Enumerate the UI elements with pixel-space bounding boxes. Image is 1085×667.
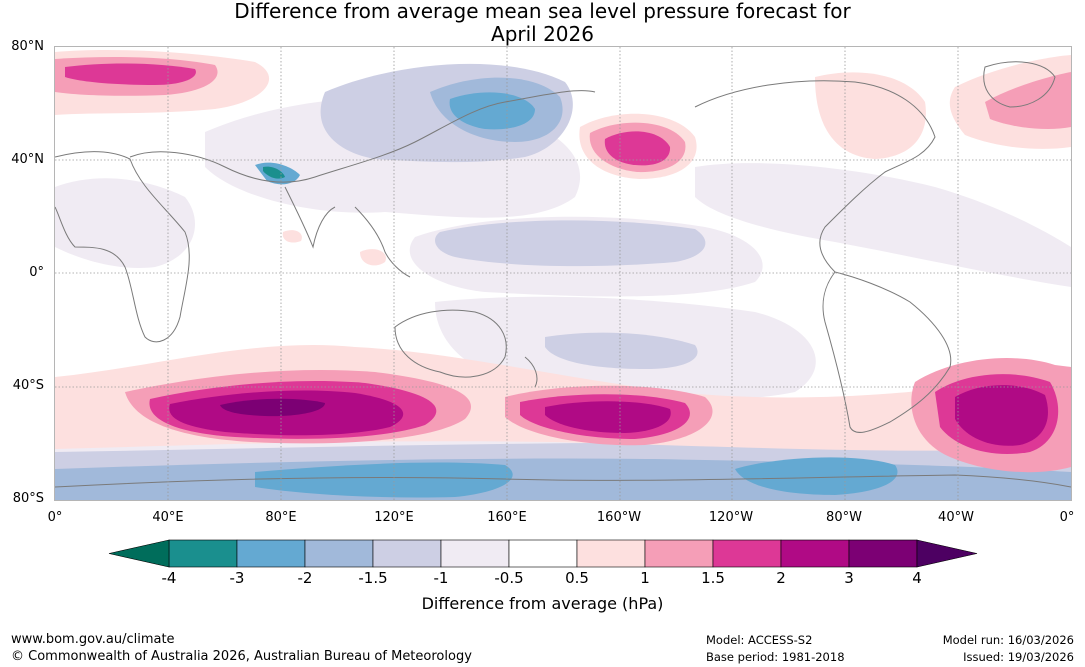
positive-indian-ocean-max	[220, 398, 325, 417]
negative-himalaya-core	[263, 166, 285, 179]
colorbar-swatch	[712, 539, 782, 568]
lon-label-40e: 40°E	[152, 510, 184, 525]
footer-copyright: © Commonwealth of Australia 2026, Austra…	[11, 649, 472, 664]
colorbar-tick: -1.5	[358, 569, 388, 587]
positive-canada	[815, 72, 926, 159]
colorbar	[108, 539, 978, 568]
southeast-asia-outline	[354, 206, 411, 278]
lat-label-equator: 0°	[29, 265, 44, 280]
negative-south-pacific-patch	[545, 332, 698, 369]
positive-areas	[55, 50, 1071, 473]
colorbar-tick: 2	[776, 569, 786, 587]
negative-antarctic-inner-west	[255, 462, 513, 498]
colorbar-tick: -2	[297, 569, 313, 587]
chart-title: Difference from average mean sea level p…	[0, 0, 1085, 46]
india-outline	[284, 186, 336, 249]
graticule	[55, 47, 1071, 500]
lat-label-80s: 80°S	[12, 491, 44, 506]
australia-outline	[394, 309, 507, 378]
colorbar-extend-high	[916, 539, 978, 568]
positive-north-atlantic-mid	[985, 72, 1071, 130]
positive-small-patch-india	[282, 230, 302, 243]
positive-small-patch-indonesia	[360, 249, 386, 266]
colorbar-swatch	[372, 539, 442, 568]
colorbar-swatch	[576, 539, 646, 568]
colorbar-tick: 3	[844, 569, 854, 587]
colorbar-tick: -4	[161, 569, 177, 587]
colorbar-tick: -3	[229, 569, 245, 587]
colorbar-swatch	[304, 539, 374, 568]
colorbar-tick: 1	[640, 569, 650, 587]
footer-issued: Issued: 19/03/2026	[963, 650, 1074, 664]
greenland-outline	[983, 61, 1056, 108]
colorbar-swatch	[644, 539, 714, 568]
positive-north-pacific-core	[604, 131, 671, 166]
colorbar-swatch	[236, 539, 306, 568]
lon-label-120w: 120°W	[708, 510, 754, 525]
new-zealand-outline	[524, 356, 538, 388]
footer-model-run: Model run: 16/03/2026	[942, 633, 1074, 647]
lon-label-80e: 80°E	[265, 510, 297, 525]
lon-label-160w: 160°W	[596, 510, 642, 525]
anomaly-map	[54, 46, 1072, 501]
positive-south-atlantic-core	[955, 385, 1048, 446]
lon-label-0-west: 0°	[47, 510, 63, 525]
colorbar-extend-low	[108, 539, 170, 568]
title-line-2: April 2026	[491, 22, 594, 46]
lon-label-0-east: 0°	[1059, 510, 1075, 525]
colorbar-swatch	[780, 539, 850, 568]
weak-negative-africa	[55, 178, 195, 268]
lat-label-80n: 80°N	[11, 39, 44, 54]
colorbar-tick: -1	[433, 569, 449, 587]
colorbar-tick: 1.5	[701, 569, 725, 587]
colorbar-tick: 0.5	[565, 569, 589, 587]
colorbar-tick: -0.5	[494, 569, 524, 587]
footer-model-info: Model: ACCESS-S2 Base period: 1981-2018	[706, 632, 845, 666]
positive-south-pacific-core	[545, 401, 671, 433]
lon-label-40w: 40°W	[938, 510, 974, 525]
strong-negative-areas	[55, 77, 1071, 500]
negative-siberia-inner	[449, 92, 535, 130]
colorbar-swatch	[848, 539, 918, 568]
title-line-1: Difference from average mean sea level p…	[234, 0, 851, 23]
lon-label-160e: 160°E	[487, 510, 527, 525]
footer-left: www.bom.gov.au/climate © Commonwealth of…	[11, 631, 472, 665]
footer-dates: Model run: 16/03/2026 Issued: 19/03/2026	[943, 632, 1074, 666]
lat-label-40s: 40°S	[12, 378, 44, 393]
antarctica-outline	[55, 474, 1071, 488]
footer-model: Model: ACCESS-S2	[706, 633, 813, 647]
map-canvas	[55, 47, 1071, 500]
africa-outline	[55, 151, 190, 343]
colorbar-label: Difference from average (hPa)	[421, 594, 664, 613]
footer-base-period: Base period: 1981-2018	[706, 650, 845, 664]
colorbar-swatch	[440, 539, 510, 568]
lon-label-120e: 120°E	[374, 510, 414, 525]
lon-label-80w: 80°W	[826, 510, 862, 525]
weak-negative-north-atlantic	[695, 163, 1071, 287]
negative-antarctic-inner-east	[735, 457, 898, 495]
colorbar-swatch	[508, 539, 578, 568]
footer-website: www.bom.gov.au/climate	[11, 632, 175, 647]
negative-north-pacific-band	[435, 220, 706, 267]
lat-label-40n: 40°N	[11, 152, 44, 167]
south-america-outline	[822, 271, 952, 433]
colorbar-swatch	[168, 539, 238, 568]
eurasia-outline	[129, 90, 596, 183]
positive-arctic-europe-core	[65, 63, 196, 85]
north-america-outline	[694, 80, 936, 273]
coastlines	[55, 61, 1071, 488]
colorbar-tick: 4	[912, 569, 922, 587]
